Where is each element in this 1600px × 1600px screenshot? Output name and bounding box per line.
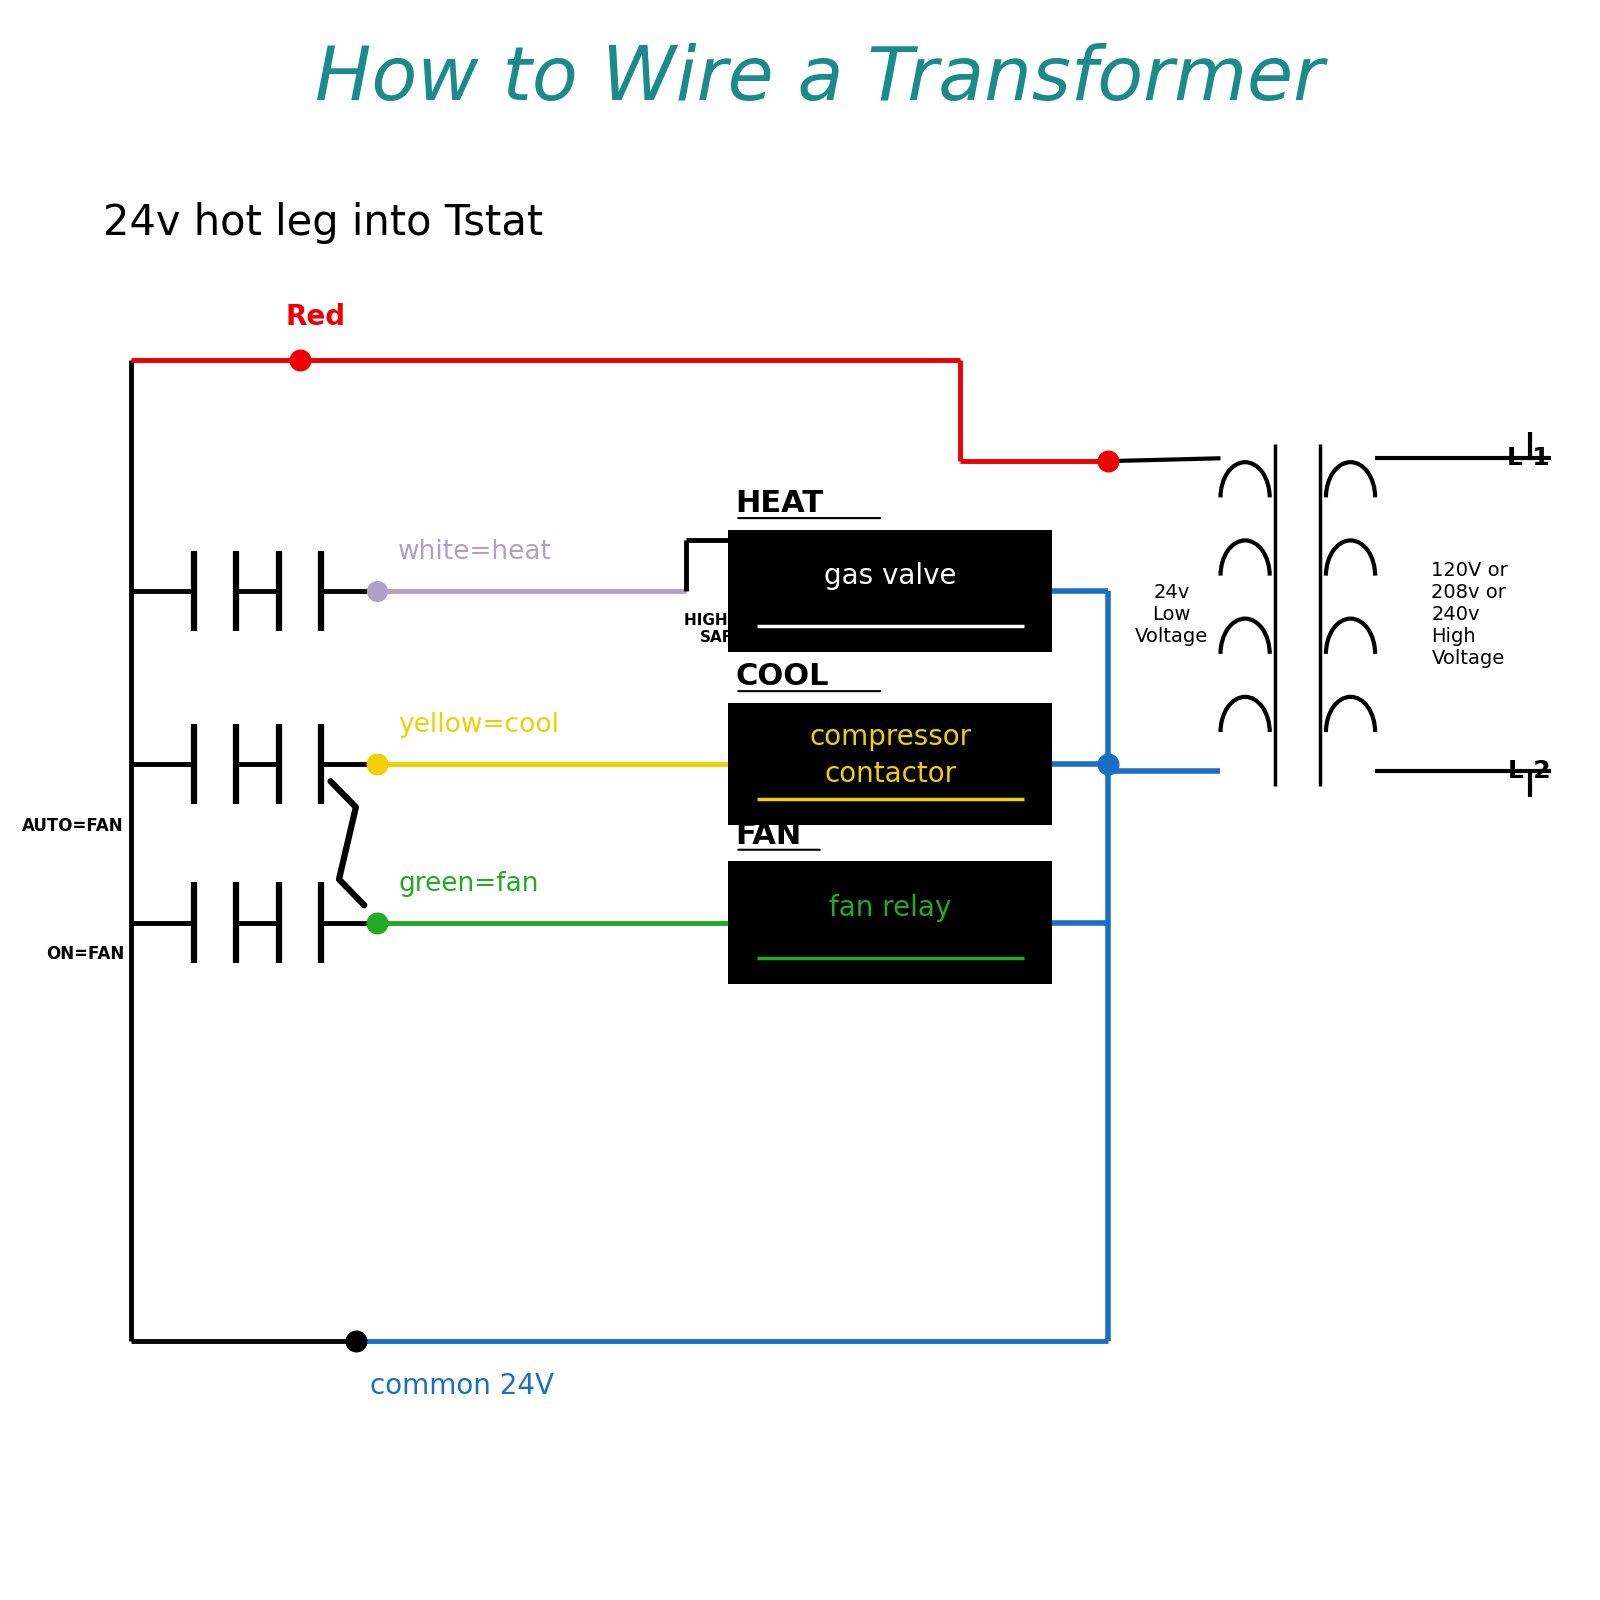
Text: contactor: contactor bbox=[824, 760, 957, 787]
Bar bbox=[728, 530, 1051, 653]
Text: Red: Red bbox=[285, 304, 346, 331]
Text: ON=FAN: ON=FAN bbox=[46, 946, 123, 963]
Point bbox=[342, 1328, 368, 1354]
Text: AUTO=FAN: AUTO=FAN bbox=[22, 818, 123, 835]
Text: compressor: compressor bbox=[810, 723, 971, 750]
Bar bbox=[728, 861, 1051, 984]
Text: L-1: L-1 bbox=[1507, 446, 1550, 470]
Text: white=heat: white=heat bbox=[398, 539, 552, 565]
Text: yellow=cool: yellow=cool bbox=[398, 712, 558, 738]
Text: FAN: FAN bbox=[736, 821, 802, 850]
Text: 24v
Low
Voltage: 24v Low Voltage bbox=[1134, 584, 1208, 646]
Text: green=fan: green=fan bbox=[398, 870, 539, 896]
Text: COOL: COOL bbox=[736, 662, 829, 691]
Point bbox=[286, 347, 312, 373]
Point bbox=[1096, 448, 1122, 474]
Text: HEAT: HEAT bbox=[736, 490, 824, 518]
Text: How to Wire a Transformer: How to Wire a Transformer bbox=[315, 43, 1325, 115]
Point bbox=[365, 910, 390, 936]
Text: 120V or
208v or
240v
High
Voltage: 120V or 208v or 240v High Voltage bbox=[1432, 562, 1509, 669]
Point bbox=[1096, 750, 1122, 776]
Text: HIGH LIMIT
SAFETY: HIGH LIMIT SAFETY bbox=[685, 613, 779, 645]
Point bbox=[365, 578, 390, 603]
Point bbox=[365, 750, 390, 776]
Bar bbox=[728, 702, 1051, 826]
Text: common 24V: common 24V bbox=[370, 1373, 554, 1400]
Text: L-2: L-2 bbox=[1507, 758, 1550, 782]
Text: gas valve: gas valve bbox=[824, 562, 957, 590]
Text: fan relay: fan relay bbox=[829, 894, 952, 922]
Text: 24v hot leg into Tstat: 24v hot leg into Tstat bbox=[102, 202, 542, 245]
